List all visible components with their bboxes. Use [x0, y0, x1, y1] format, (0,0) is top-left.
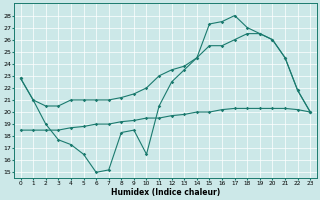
X-axis label: Humidex (Indice chaleur): Humidex (Indice chaleur)	[111, 188, 220, 197]
